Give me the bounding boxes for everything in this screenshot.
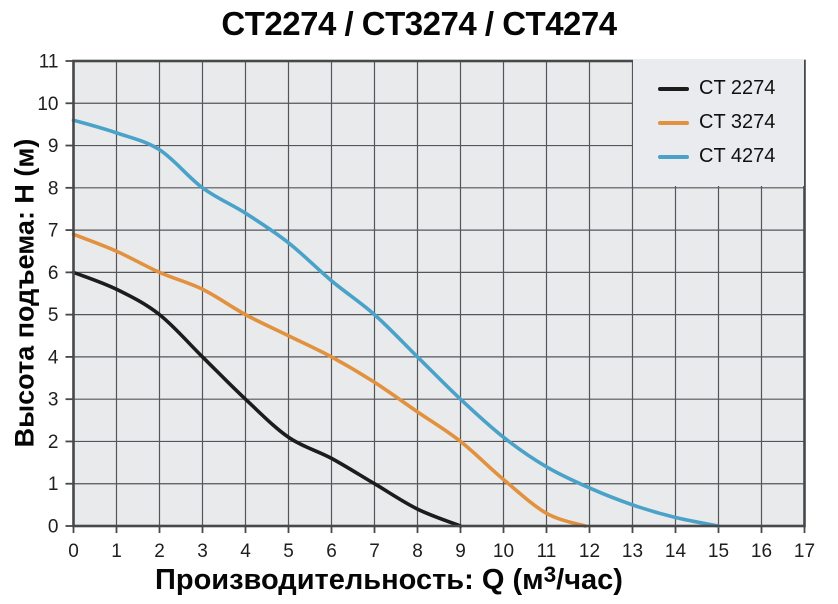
y-tick-label: 9 [48,136,59,157]
x-tick-label: 16 [751,541,772,562]
y-tick-label: 0 [48,517,59,538]
gridlines [73,61,805,526]
x-tick-label: 15 [708,541,729,562]
legend-item-ct4274: CT 4274 [658,145,804,168]
x-tick-labels: 0 1 2 3 4 5 6 7 8 9 10 11 12 13 14 15 16 17 [68,541,815,562]
y-tick-labels: 0 1 2 3 4 5 6 7 8 9 10 11 [37,52,59,538]
legend-label-ct2274: CT 2274 [699,77,776,99]
y-tick-label: 4 [48,347,59,368]
x-tick-label: 6 [326,541,337,562]
x-tick-label: 7 [369,541,380,562]
x-tick-label: 17 [794,541,815,562]
x-tick-label: 12 [579,541,600,562]
legend-label-ct3274: CT 3274 [699,111,776,133]
x-tick-label: 1 [111,541,122,562]
y-tick-label: 8 [48,178,59,199]
x-tick-label: 5 [283,541,294,562]
x-tick-label: 13 [622,541,643,562]
x-tick-label: 10 [493,541,514,562]
x-tick-label: 0 [68,541,79,562]
y-tick-label: 3 [48,390,59,411]
x-tick-label: 2 [154,541,165,562]
x-tick-label: 14 [665,541,687,562]
x-axis-label-units: /час) [556,564,623,596]
x-axis-label-text: Производительность: Q (м [155,564,544,596]
y-tick-label: 2 [48,432,59,453]
x-tick-label: 11 [537,541,557,562]
x-tick-label: 3 [197,541,208,562]
legend: CT 2274 CT 3274 CT 4274 [633,59,804,186]
series-curve-ct-2274 [71,270,463,528]
chart-title: CT2274 / CT3274 / CT4274 [221,5,617,42]
series-curve-ct-3274 [71,232,587,528]
y-tick-label: 11 [39,52,59,73]
legend-item-ct3274: CT 3274 [658,111,804,134]
y-tick-label: 10 [37,94,58,115]
x-axis-label: Производительность: Q (м3/час) [0,561,778,597]
y-tick-label: 5 [48,305,59,326]
x-tick-label: 9 [455,541,466,562]
legend-line-swatch-ct2274 [658,86,689,91]
legend-line-swatch-ct3274 [658,120,689,125]
legend-line-swatch-ct4274 [658,154,689,159]
plot-frame [72,59,806,528]
x-tick-label: 4 [240,541,251,562]
legend-item-ct2274: CT 2274 [658,77,804,100]
y-tick-label: 1 [48,474,59,495]
series-curve-ct-4274 [71,118,721,528]
y-tick-label: 7 [48,221,59,242]
legend-label-ct4274: CT 4274 [699,145,776,167]
x-axis-label-superscript: 3 [543,561,557,587]
x-tick-label: 8 [412,541,423,562]
y-tick-label: 6 [48,263,59,284]
